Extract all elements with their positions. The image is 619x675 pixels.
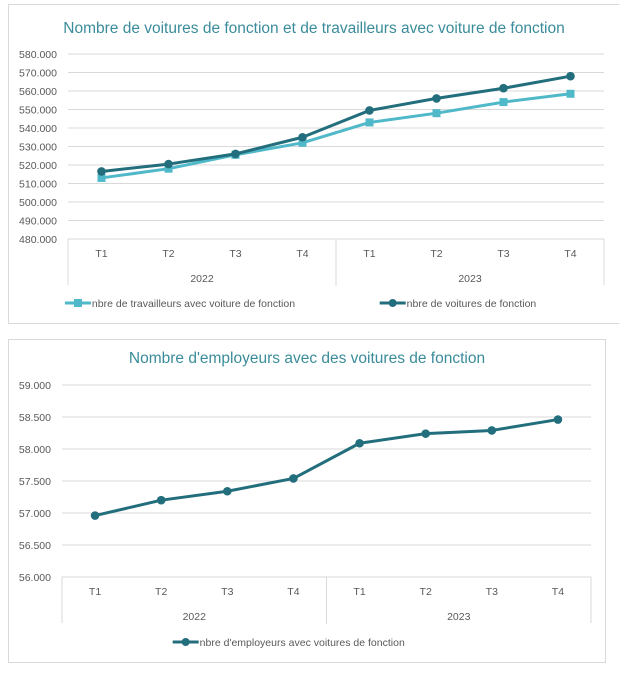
x-tick-label: T4 (296, 248, 308, 260)
legend-marker (388, 299, 397, 307)
chart-title: Nombre de voitures de fonction et de tra… (63, 20, 564, 37)
y-tick-label: 550.000 (19, 105, 57, 117)
x-tick-label: T2 (430, 248, 442, 260)
legend-item: nbre de travailleurs avec voiture de fon… (64, 298, 295, 310)
y-tick-label: 490.000 (19, 216, 57, 228)
data-point (566, 71, 575, 81)
x-tick-label: T2 (420, 586, 432, 598)
y-tick-label: 56.500 (19, 540, 51, 552)
series-line (94, 418, 559, 518)
data-point (365, 106, 374, 115)
x-tick-label: T1 (95, 248, 107, 260)
chart-cars-and-workers: Nombre de voitures de fonction et de tra… (19, 20, 605, 310)
y-tick-label: 570.000 (19, 68, 57, 80)
x-tick-label: T3 (229, 248, 241, 260)
x-group-label: 2023 (447, 611, 471, 623)
y-tick-label: 500.000 (19, 197, 57, 209)
x-tick-label: T3 (221, 586, 233, 598)
legend-marker (181, 638, 190, 646)
series-line (101, 92, 571, 180)
data-point (432, 109, 441, 118)
x-group-label: 2023 (458, 273, 482, 285)
y-tick-label: 58.500 (19, 412, 51, 424)
data-point (499, 98, 508, 107)
x-group-label: 2022 (183, 611, 207, 623)
chart-frame-employers (8, 339, 606, 663)
chart-frame-cars-workers (8, 4, 619, 324)
x-tick-label: T4 (287, 586, 299, 598)
y-tick-label: 58.000 (19, 444, 51, 456)
chart-title: Nombre d'employeurs avec des voitures de… (129, 350, 485, 367)
data-point (487, 426, 497, 435)
x-tick-label: T2 (162, 248, 174, 260)
data-point (298, 138, 307, 147)
y-tick-label: 510.000 (19, 179, 57, 191)
data-point (289, 474, 298, 483)
y-tick-label: 560.000 (19, 86, 57, 98)
data-point (298, 132, 307, 142)
x-tick-label: T3 (486, 586, 498, 598)
y-tick-label: 580.000 (19, 49, 57, 61)
x-tick-label: T4 (552, 586, 564, 598)
data-point (421, 429, 430, 438)
data-point (156, 495, 166, 505)
y-tick-label: 520.000 (19, 160, 57, 172)
x-tick-label: T1 (353, 586, 365, 598)
data-point (164, 164, 173, 173)
x-group-label: 2022 (190, 273, 214, 285)
y-tick-label: 57.000 (19, 508, 51, 520)
legend-label: nbre de travailleurs avec voiture de fon… (92, 298, 295, 310)
legend-marker (73, 299, 82, 307)
x-tick-label: T1 (363, 248, 375, 260)
data-point (90, 511, 100, 520)
y-tick-label: 59.000 (19, 380, 51, 392)
legend-label: nbre de voitures de fonction (407, 298, 537, 310)
data-point (365, 118, 374, 127)
data-point (97, 173, 106, 182)
y-tick-label: 56.000 (19, 572, 51, 584)
data-point (223, 486, 232, 496)
legend-item: nbre de voitures de fonction (379, 298, 537, 310)
series-line (101, 74, 571, 173)
data-point (553, 415, 563, 424)
x-tick-label: T2 (155, 586, 167, 598)
y-tick-label: 57.500 (19, 476, 51, 488)
data-point (355, 438, 364, 448)
data-point (499, 83, 508, 93)
y-tick-label: 480.000 (19, 234, 57, 246)
x-tick-label: T1 (89, 586, 101, 598)
legend-label: nbre d'employeurs avec voitures de fonct… (200, 637, 405, 649)
data-point (566, 89, 575, 98)
legend-item: nbre d'employeurs avec voitures de fonct… (172, 637, 405, 649)
data-point (432, 94, 441, 103)
y-tick-label: 530.000 (19, 142, 57, 154)
y-tick-label: 540.000 (19, 123, 57, 135)
x-tick-label: T4 (564, 248, 576, 260)
data-point (231, 149, 240, 159)
x-tick-label: T3 (497, 248, 509, 260)
data-point (164, 159, 173, 169)
data-point (97, 167, 106, 176)
